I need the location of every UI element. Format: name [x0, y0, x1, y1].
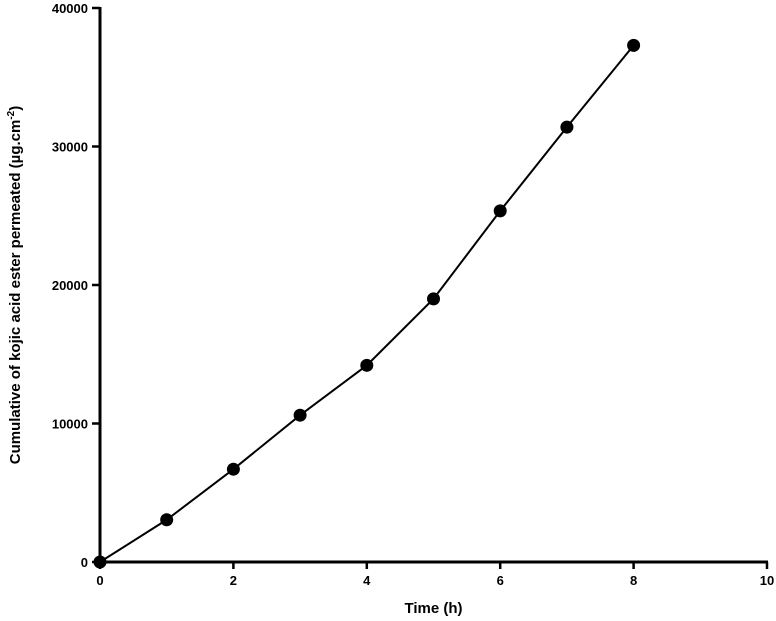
x-tick-label: 0: [96, 573, 103, 588]
data-point: [560, 120, 574, 134]
data-point: [427, 292, 440, 306]
data-point: [293, 408, 307, 422]
x-tick-label: 8: [630, 573, 637, 588]
x-tick-label: 4: [363, 573, 371, 588]
axes: [98, 7, 768, 564]
series-line: [99, 44, 635, 563]
x-tick-label: 6: [497, 573, 504, 588]
y-axis-ticks: 0 10000 20000 30000 40000: [52, 1, 100, 570]
data-point: [360, 358, 374, 372]
x-tick-label: 10: [760, 573, 774, 588]
y-tick-label: 10000: [52, 417, 88, 432]
y-tick-label: 40000: [52, 1, 88, 16]
data-point: [160, 513, 174, 527]
x-axis-ticks: 0 2 4 6 8 10: [96, 562, 774, 588]
y-tick-label: 30000: [52, 140, 88, 155]
y-axis-title-main: Cumulative of kojic acid ester permeated…: [7, 120, 24, 465]
data-point: [493, 204, 507, 218]
series-group: [93, 38, 641, 569]
y-axis-title: Cumulative of kojic acid ester permeated…: [6, 106, 24, 465]
data-point: [93, 555, 107, 569]
y-axis-title-tail: ): [7, 106, 24, 111]
data-point: [627, 38, 641, 52]
data-point: [226, 462, 240, 476]
x-axis-title: Time (h): [404, 600, 462, 617]
y-tick-label: 0: [81, 555, 88, 570]
y-axis-title-superscript: -2: [6, 110, 17, 119]
y-tick-label: 20000: [52, 278, 88, 293]
x-tick-label: 2: [230, 573, 237, 588]
